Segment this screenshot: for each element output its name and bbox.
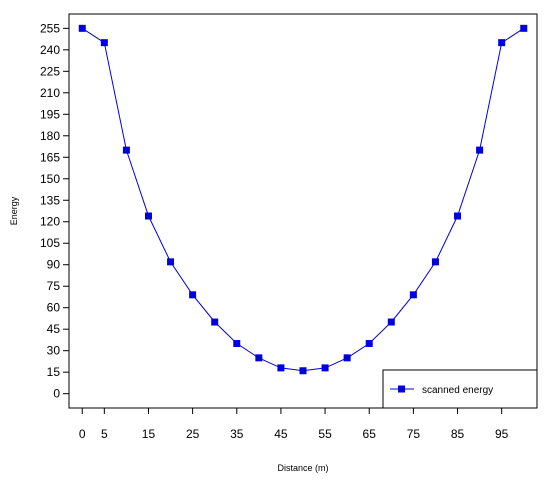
x-tick-label: 55 bbox=[318, 427, 332, 441]
y-tick-label: 255 bbox=[40, 21, 60, 35]
x-tick-label: 45 bbox=[274, 427, 288, 441]
x-tick-label: 5 bbox=[101, 427, 108, 441]
legend-marker bbox=[398, 385, 405, 393]
data-point bbox=[78, 24, 86, 32]
y-tick-label: 150 bbox=[40, 172, 60, 186]
data-point bbox=[100, 39, 108, 47]
y-tick-label: 45 bbox=[47, 322, 61, 336]
data-point bbox=[520, 24, 528, 32]
y-tick-label: 15 bbox=[47, 365, 61, 379]
data-point bbox=[233, 340, 241, 348]
data-point bbox=[498, 39, 506, 47]
y-tick-label: 135 bbox=[40, 193, 60, 207]
series-line bbox=[81, 27, 525, 372]
x-tick-label: 35 bbox=[230, 427, 244, 441]
data-point bbox=[255, 354, 263, 362]
x-tick-label: 0 bbox=[79, 427, 86, 441]
x-tick-label: 15 bbox=[142, 427, 156, 441]
x-axis-title: Distance (m) bbox=[277, 463, 328, 473]
y-axis-title: Energy bbox=[9, 196, 19, 225]
x-tick-label: 85 bbox=[451, 427, 465, 441]
y-tick-label: 165 bbox=[40, 150, 60, 164]
y-tick-label: 210 bbox=[40, 86, 60, 100]
x-axis: 0 5 15 25 35 45 55 65 75 85 95 bbox=[79, 408, 509, 441]
x-tick-label: 25 bbox=[186, 427, 200, 441]
x-tick-label: 95 bbox=[495, 427, 509, 441]
data-point bbox=[167, 258, 175, 266]
y-tick-label: 60 bbox=[47, 301, 61, 315]
y-tick-label: 240 bbox=[40, 43, 60, 57]
data-point bbox=[409, 291, 417, 299]
data-point bbox=[277, 364, 285, 372]
data-point bbox=[476, 146, 484, 154]
y-tick-label: 30 bbox=[47, 344, 61, 358]
data-point bbox=[431, 258, 439, 266]
y-tick-label: 195 bbox=[40, 107, 60, 121]
legend: scanned energy bbox=[382, 369, 538, 409]
data-point bbox=[387, 318, 395, 326]
y-tick-label: 90 bbox=[47, 258, 61, 272]
y-tick-label: 0 bbox=[53, 387, 60, 401]
data-point bbox=[343, 354, 351, 362]
y-tick-label: 180 bbox=[40, 129, 60, 143]
x-tick-label: 65 bbox=[363, 427, 377, 441]
data-point bbox=[454, 212, 462, 220]
y-tick-label: 105 bbox=[40, 236, 60, 250]
data-point bbox=[299, 367, 307, 375]
data-point bbox=[365, 340, 373, 348]
y-tick-label: 120 bbox=[40, 215, 60, 229]
series-layer bbox=[78, 24, 528, 375]
data-point bbox=[211, 318, 219, 326]
data-point bbox=[189, 291, 197, 299]
y-tick-label: 75 bbox=[47, 279, 61, 293]
y-axis: 0 15 30 45 60 75 90 105 120 135 150 165 180 195 210 225… bbox=[40, 21, 69, 401]
data-point bbox=[321, 364, 329, 372]
y-tick-label: 225 bbox=[40, 64, 60, 78]
plot-frame bbox=[68, 13, 538, 409]
x-tick-label: 75 bbox=[407, 427, 421, 441]
data-point bbox=[122, 146, 130, 154]
legend-label: scanned energy bbox=[422, 385, 493, 396]
data-point bbox=[144, 212, 152, 220]
